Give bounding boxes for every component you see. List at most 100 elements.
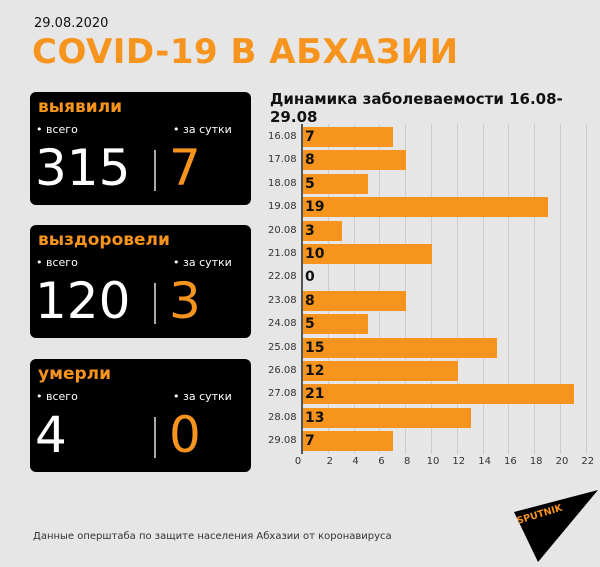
x-tick-label: 8 <box>404 456 411 467</box>
bar-value-label: 7 <box>305 129 315 145</box>
total-label: • всего <box>36 256 78 269</box>
bar <box>303 431 394 452</box>
card-deaths: умерли • всего • за сутки 4 0 <box>30 359 251 472</box>
gridline <box>456 124 458 454</box>
category-label: 21.08 <box>268 248 297 259</box>
gridline <box>379 124 381 454</box>
divider <box>154 283 156 324</box>
total-value: 4 <box>35 406 67 464</box>
bar-value-label: 5 <box>305 316 315 333</box>
gridline <box>327 124 329 454</box>
bar-row: 28.08 13 <box>260 407 600 429</box>
category-label: 19.08 <box>268 201 297 213</box>
bar-value-label: 10 <box>305 246 325 262</box>
total-value: 315 <box>35 139 131 197</box>
bar-value-label: 0 <box>305 269 315 286</box>
category-label: 28.08 <box>268 411 297 423</box>
x-tick-label: 2 <box>326 456 333 467</box>
daily-label: • за сутки <box>173 256 232 269</box>
category-label: 17.08 <box>268 154 297 166</box>
bar-row: 23.08 8 <box>260 290 600 312</box>
bar-row: 24.08 5 <box>260 313 600 335</box>
bar <box>303 337 497 358</box>
daily-value: 3 <box>169 272 201 330</box>
bar <box>303 150 407 171</box>
category-label: 20.08 <box>268 224 297 236</box>
bar-value-label: 12 <box>305 363 325 379</box>
x-tick-label: 14 <box>478 456 491 467</box>
bar-value-label: 15 <box>305 339 325 356</box>
gridline <box>508 124 510 454</box>
category-label: 18.08 <box>268 177 297 189</box>
gridline <box>560 124 561 454</box>
page-title: COVID-19 В АБХАЗИИ <box>32 32 459 72</box>
category-label: 24.08 <box>268 318 297 330</box>
card-detected: выявили • всего • за сутки 315 7 <box>30 92 251 205</box>
x-tick-label: 10 <box>426 456 440 467</box>
card-label: выявили <box>38 97 123 117</box>
x-tick-label: 0 <box>294 456 302 467</box>
category-label: 27.08 <box>268 388 297 400</box>
bar <box>303 197 549 218</box>
bar-row: 21.08 10 <box>260 243 600 265</box>
bar-value-label: 8 <box>305 152 315 169</box>
bar-value-label: 19 <box>305 199 325 216</box>
x-tick-label: 16 <box>504 456 517 467</box>
bar <box>303 290 407 311</box>
category-label: 23.08 <box>268 294 297 306</box>
category-label: 16.08 <box>268 131 297 142</box>
x-tick-label: 12 <box>452 456 466 467</box>
bar-row: 20.08 3 <box>260 220 600 242</box>
card-label: умерли <box>38 364 112 384</box>
y-axis <box>301 124 303 454</box>
gridline <box>585 124 587 454</box>
x-tick-label: 22 <box>581 456 595 467</box>
category-label: 22.08 <box>268 271 297 283</box>
bar-row: 16.08 7 <box>260 126 600 148</box>
total-label: • всего <box>36 123 78 136</box>
bar-value-label: 13 <box>305 409 325 426</box>
total-label: • всего <box>36 390 78 403</box>
gridline <box>353 124 355 454</box>
bar <box>303 384 574 405</box>
x-tick-label: 18 <box>529 456 543 467</box>
bar <box>303 314 368 335</box>
total-value: 120 <box>35 272 131 330</box>
bar-value-label: 5 <box>305 175 315 192</box>
bar-row: 29.08 7 <box>260 430 600 452</box>
date: 29.08.2020 <box>34 16 109 31</box>
card-recovered: выздоровели • всего • за сутки 120 3 <box>30 225 251 338</box>
bar-value-label: 21 <box>305 386 325 403</box>
gridline <box>534 124 536 454</box>
bar-row: 25.08 15 <box>260 337 600 359</box>
x-tick-label: 4 <box>352 456 359 467</box>
category-label: 25.08 <box>268 341 297 353</box>
bar-value-label: 7 <box>305 433 315 450</box>
bar-row: 27.08 21 <box>260 383 600 405</box>
bar <box>303 127 394 147</box>
gridline <box>482 124 484 454</box>
gridline <box>405 124 407 454</box>
daily-label: • за сутки <box>173 390 232 403</box>
bar <box>303 220 342 241</box>
bar-row: 19.08 19 <box>260 196 600 218</box>
divider <box>154 150 156 191</box>
bar-chart: 0 2 4 6 8 10 12 14 16 18 20 22 16.08 7 17.08 8 18.08 5 19.… <box>260 122 600 472</box>
bar-row: 18.08 5 <box>260 173 600 195</box>
bar-row: 17.08 8 <box>260 149 600 171</box>
bar <box>303 407 471 428</box>
x-tick-label: 20 <box>555 456 569 467</box>
card-label: выздоровели <box>38 230 170 250</box>
gridline <box>431 124 432 454</box>
source-note: Данные оперштаба по защите населения Абх… <box>33 531 392 542</box>
category-label: 29.08 <box>268 435 297 447</box>
daily-value: 7 <box>169 139 201 197</box>
bar-row: 26.08 12 <box>260 360 600 382</box>
bar <box>303 173 368 194</box>
chart-title: Динамика заболеваемости 16.08-29.08 <box>270 90 563 126</box>
bar-value-label: 8 <box>305 292 315 309</box>
sputnik-logo: SPUTNIK <box>514 490 598 562</box>
bar-row: 22.08 0 <box>260 266 600 288</box>
bar <box>303 361 458 381</box>
category-label: 26.08 <box>268 365 297 376</box>
